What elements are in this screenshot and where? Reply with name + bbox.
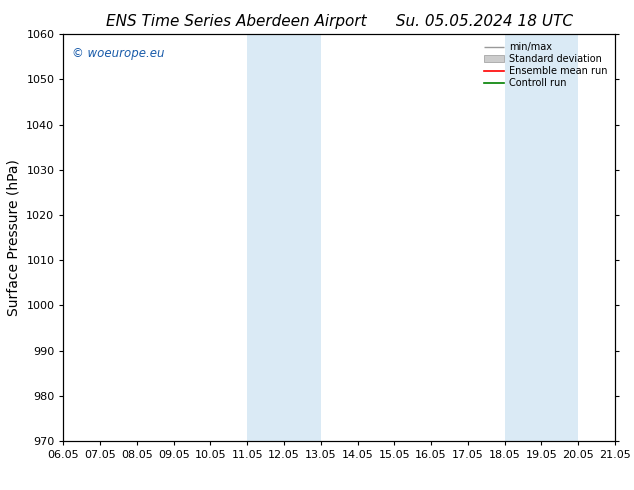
Legend: min/max, Standard deviation, Ensemble mean run, Controll run: min/max, Standard deviation, Ensemble me… [481,39,610,91]
Text: © woeurope.eu: © woeurope.eu [72,47,164,59]
Bar [505,34,578,441]
Bar [247,34,321,441]
Y-axis label: Surface Pressure (hPa): Surface Pressure (hPa) [7,159,21,316]
Title: ENS Time Series Aberdeen Airport      Su. 05.05.2024 18 UTC: ENS Time Series Aberdeen Airport Su. 05.… [106,14,573,29]
